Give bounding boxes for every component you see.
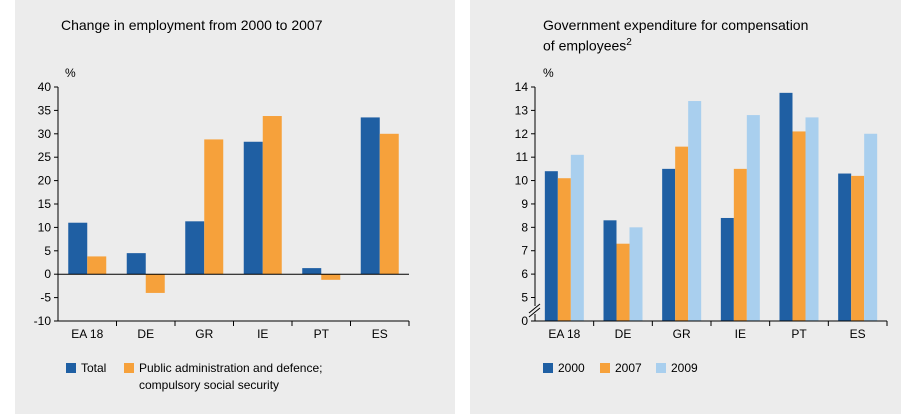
bar (321, 274, 341, 280)
x-tick-label: EA 18 (548, 327, 580, 341)
footnote-marker: 2 (626, 37, 632, 48)
legend-swatch-2000 (543, 363, 553, 373)
bar (838, 173, 852, 321)
x-tick-label: PT (791, 327, 807, 341)
x-tick-label: PT (314, 327, 330, 341)
y-tick-label: 40 (38, 80, 52, 94)
bar (675, 146, 689, 321)
bar (746, 115, 760, 321)
x-tick-label: DE (615, 327, 632, 341)
y-unit-label: % (65, 66, 76, 80)
employment-change-chart: % 40 35 30 25 20 15 10 5 0 -5 -10 EA 18 DE GR IE PT ES Tot… (34, 66, 410, 392)
legend-label-public-administration-line-2: compulsory social security (139, 378, 279, 392)
y-tick-label: 5 (521, 291, 528, 305)
legend-label-total: Total (81, 361, 106, 375)
axis-break-mark (528, 303, 541, 318)
y-tick-label: 11 (516, 150, 529, 164)
employment-change-panel: Change in employment from 2000 to 2007 %… (15, 0, 455, 414)
legend-label-2007: 2007 (615, 361, 642, 375)
bar (733, 168, 747, 321)
bar (688, 101, 702, 322)
y-tick-label: 35 (38, 103, 52, 117)
y-tick-label: 14 (515, 80, 529, 94)
y-tick-label: 10 (515, 174, 529, 188)
x-tick-label: ES (372, 327, 388, 341)
chart-title-line-2: of employees (543, 37, 627, 54)
bar (662, 168, 676, 321)
chart-title: Government expenditure for compensation … (543, 17, 808, 55)
bar (629, 227, 643, 321)
y-tick-label: 0 (44, 267, 51, 281)
y-tick-label: 12 (515, 127, 529, 141)
bar (557, 178, 571, 321)
y-tick-label: 7 (521, 244, 528, 258)
bar (302, 268, 322, 275)
chart-title-line-1: Government expenditure for compensation (543, 17, 809, 33)
compensation-expenditure-panel: Government expenditure for compensation … (470, 0, 901, 414)
x-tick-label: ES (850, 327, 866, 341)
bar (603, 220, 617, 321)
bar (185, 221, 205, 275)
bar (126, 253, 146, 275)
y-tick-label: 9 (521, 197, 528, 211)
bar (720, 217, 734, 321)
legend-swatch-2007 (600, 363, 610, 373)
x-tick-label: EA 18 (71, 327, 103, 341)
legend-label-public-administration: Public administration and defence; (139, 361, 322, 375)
bar (360, 117, 380, 275)
bar (544, 171, 558, 321)
bar (68, 222, 88, 275)
y-unit-label: % (543, 66, 554, 80)
y-tick-label: 5 (44, 244, 51, 258)
legend-label-2000: 2000 (558, 361, 585, 375)
x-tick-label: GR (195, 327, 213, 341)
compensation-expenditure-chart: % 14 13 12 11 10 9 8 7 6 5 0 EA 18 DE GR IE PT ES 2000 2007… (515, 66, 888, 375)
legend-swatch-2009 (656, 363, 666, 373)
x-tick-label: DE (137, 327, 154, 341)
y-tick-label: 20 (38, 174, 52, 188)
x-tick-label: GR (673, 327, 691, 341)
legend-label-2009: 2009 (671, 361, 698, 375)
y-tick-label: -5 (40, 291, 51, 305)
bar (805, 117, 819, 322)
bar (379, 133, 399, 275)
y-tick-label: 13 (515, 103, 529, 117)
x-tick-label: IE (735, 327, 746, 341)
y-tick-label: -10 (34, 314, 52, 328)
legend-swatch-public-administration (124, 363, 134, 373)
bar (262, 116, 282, 275)
y-tick-label: 10 (38, 220, 52, 234)
bar (864, 133, 878, 321)
y-tick-label: 6 (521, 267, 528, 281)
y-tick-label: 8 (521, 220, 528, 234)
chart-title: Change in employment from 2000 to 2007 (61, 17, 323, 33)
y-tick-label: 25 (38, 150, 52, 164)
bar (87, 256, 107, 275)
bar (243, 141, 263, 275)
axis-break-gap (529, 306, 541, 314)
y-tick-label: 0 (521, 314, 528, 328)
bar (145, 274, 165, 293)
x-tick-label: IE (257, 327, 268, 341)
y-tick-label: 30 (38, 127, 52, 141)
bar (204, 139, 224, 275)
y-tick-label: 15 (38, 197, 52, 211)
bar (570, 154, 584, 321)
bar (616, 243, 630, 321)
bar (851, 175, 865, 321)
legend-swatch-total (66, 363, 76, 373)
bar (792, 131, 806, 321)
bar (779, 92, 793, 321)
